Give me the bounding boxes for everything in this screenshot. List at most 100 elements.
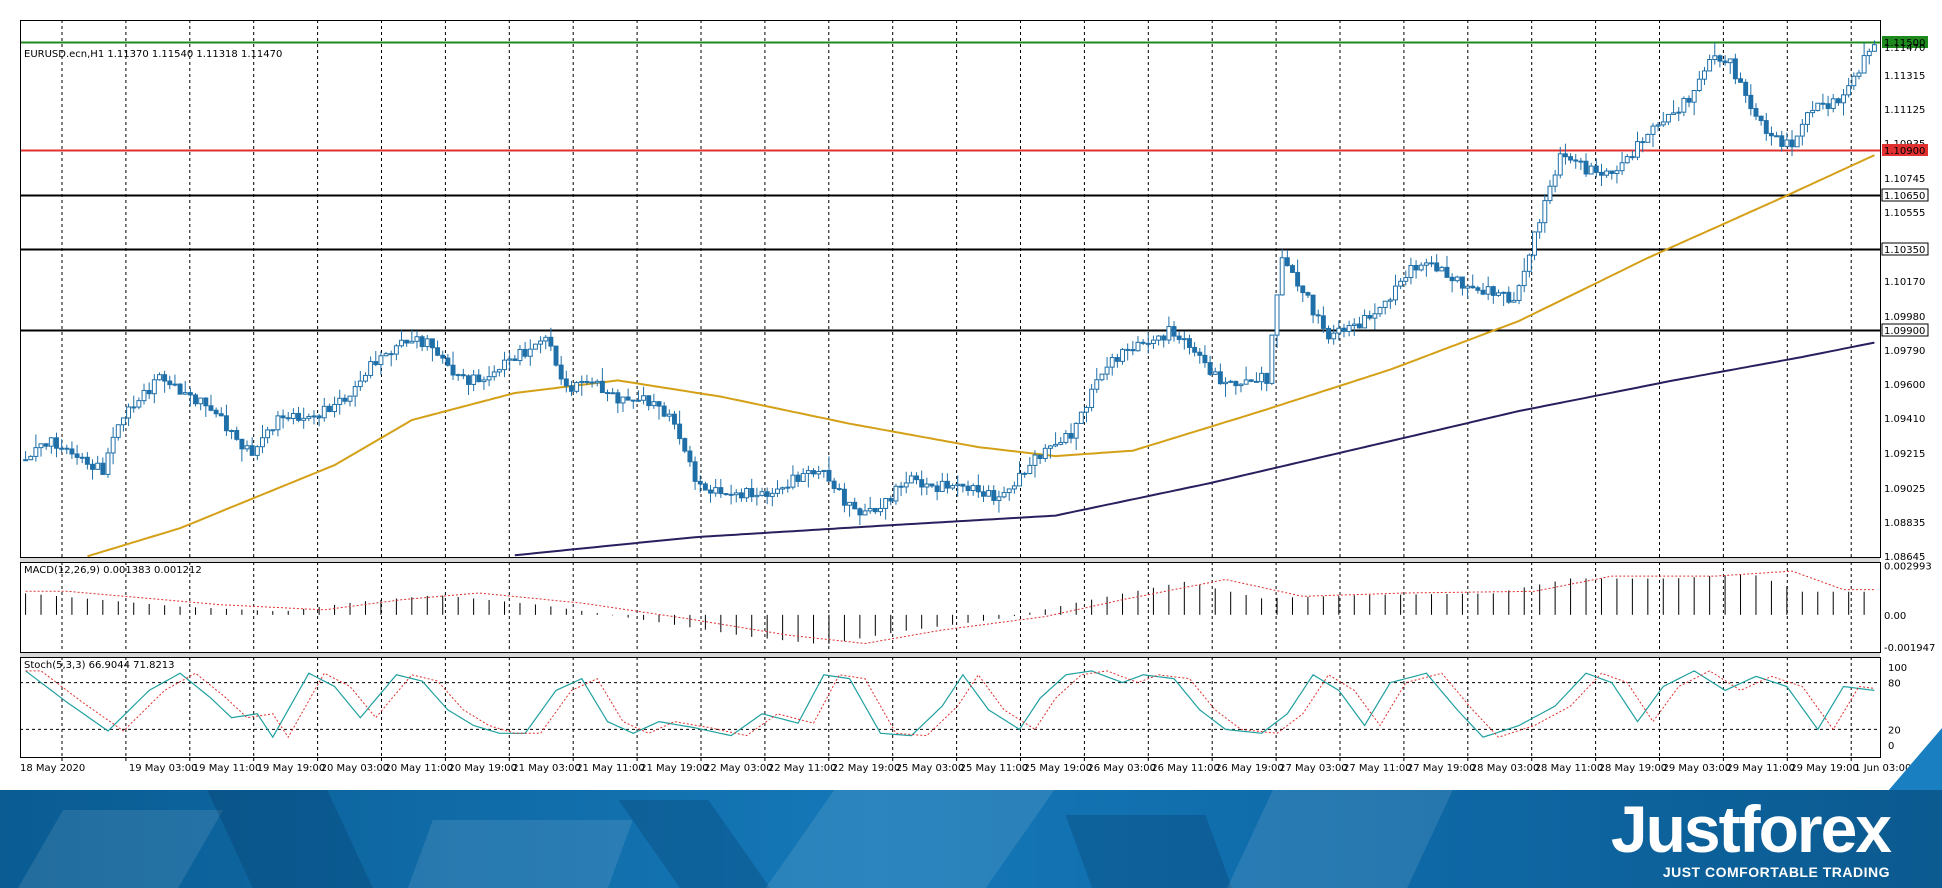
- candle-bear: [1743, 81, 1749, 96]
- candle-bear: [656, 401, 662, 407]
- candle-bear: [208, 405, 214, 411]
- candle-bull: [1228, 380, 1234, 383]
- price-tick-label: 1.09025: [1884, 484, 1925, 495]
- candle-bear: [1593, 165, 1599, 173]
- candle-bear: [857, 508, 863, 516]
- macd-label: MACD(12,26,9) 0.001383 0.001212: [24, 565, 202, 576]
- chart-title: EURUSD.ecn,H1 1.11370 1.11540 1.11318 1.…: [24, 49, 282, 60]
- candle-bear: [1583, 160, 1589, 175]
- candle-bear: [296, 412, 301, 421]
- candle-bull: [759, 491, 765, 496]
- candle-bull: [785, 486, 791, 489]
- brand-tagline: JUST COMFORTABLE TRADING: [1662, 864, 1890, 880]
- candle-bull: [908, 475, 914, 484]
- time-tick-label: 26 May 03:00: [1087, 763, 1156, 774]
- candle-bull: [1671, 112, 1677, 115]
- candle-bull: [1727, 58, 1733, 64]
- candle-bull: [38, 443, 44, 449]
- candle-bear: [1367, 314, 1373, 319]
- candle-bear: [1490, 286, 1496, 296]
- candle-bull: [1712, 55, 1718, 61]
- candle-bear: [960, 483, 966, 487]
- candle-bull: [1274, 294, 1280, 336]
- candle-bull: [1135, 341, 1141, 352]
- candle-bull: [1011, 485, 1017, 490]
- candle-bull: [847, 501, 853, 506]
- candle-bear: [1506, 291, 1512, 303]
- candle-bear: [460, 374, 466, 377]
- candle-bear: [218, 413, 224, 417]
- candle-bear: [563, 378, 569, 387]
- candle-bull: [867, 507, 873, 512]
- candle-bull: [1439, 266, 1445, 272]
- candle-bear: [831, 480, 837, 490]
- candle-bear: [661, 405, 667, 417]
- brand-banner: Justforex JUST COMFORTABLE TRADING: [0, 790, 1942, 888]
- time-tick-label: 29 May 11:00: [1726, 763, 1795, 774]
- candle-bear: [100, 462, 106, 475]
- candle-bull: [1269, 334, 1275, 384]
- candle-bull: [517, 348, 523, 362]
- time-tick-label: 25 May 19:00: [1024, 763, 1093, 774]
- candle-bull: [1047, 445, 1053, 449]
- candle-bull: [574, 382, 580, 392]
- candle-bull: [502, 359, 507, 371]
- candle-bull: [1799, 123, 1805, 137]
- candle-bull: [754, 494, 760, 498]
- candle-bear: [1140, 341, 1146, 344]
- candle-bear: [522, 348, 528, 357]
- candle-bear: [1779, 135, 1785, 147]
- candle-bull: [378, 355, 384, 366]
- candle-bull: [1006, 488, 1012, 494]
- candle-bull: [1696, 78, 1702, 92]
- candle-bull: [1094, 379, 1100, 390]
- candle-bull: [950, 485, 956, 489]
- candle-bear: [836, 488, 842, 491]
- candle-bear: [981, 491, 986, 497]
- price-tick-label: 1.08645: [1884, 552, 1925, 563]
- candle-bull: [1063, 433, 1069, 443]
- candle-bull: [1856, 72, 1862, 77]
- candle-bear: [723, 493, 729, 496]
- candle-bull: [1557, 153, 1563, 176]
- candle-bull: [1336, 327, 1342, 334]
- candle-bull: [1032, 454, 1038, 466]
- candle-bear: [131, 406, 137, 409]
- price-tick-label: 1.11315: [1884, 71, 1925, 82]
- candle-bull: [1372, 313, 1378, 319]
- candle-bear: [1320, 315, 1326, 329]
- candle-bull: [337, 397, 343, 405]
- candle-bear: [749, 488, 755, 498]
- candle-bull: [666, 413, 672, 417]
- candle-bear: [1284, 257, 1290, 267]
- price-level-tag: [1882, 36, 1928, 48]
- candle-bear: [677, 423, 683, 440]
- candle-bull: [1418, 264, 1424, 271]
- time-tick-label: 28 May 19:00: [1599, 763, 1668, 774]
- price-level-tag: [1882, 144, 1928, 156]
- panel-frame: [20, 657, 1881, 758]
- candle-bull: [1073, 422, 1079, 439]
- candle-bear: [54, 437, 59, 449]
- stoch-tick-label: 100: [1888, 663, 1907, 674]
- candle-bull: [1645, 133, 1651, 143]
- candle-bear: [718, 487, 724, 495]
- candle-bull: [23, 459, 29, 462]
- stoch-tick-label: 20: [1888, 725, 1901, 736]
- candle-bull: [260, 437, 265, 448]
- candle-bull: [594, 380, 600, 384]
- candle-bull: [414, 336, 420, 342]
- candle-bear: [1037, 454, 1043, 459]
- candle-bear: [1459, 276, 1465, 289]
- candle-bear: [558, 364, 564, 380]
- candle-bull: [1331, 332, 1337, 340]
- candle-bear: [1305, 292, 1311, 296]
- candle-bull: [1496, 292, 1501, 296]
- macd-tick-label: 0.002993: [1884, 561, 1932, 572]
- candle-bull: [1784, 139, 1790, 147]
- candle-bull: [1393, 285, 1398, 301]
- candle-bear: [1774, 135, 1780, 138]
- candle-bear: [708, 489, 713, 494]
- time-tick-label: 29 May 19:00: [1790, 763, 1859, 774]
- candle-bull: [780, 487, 786, 490]
